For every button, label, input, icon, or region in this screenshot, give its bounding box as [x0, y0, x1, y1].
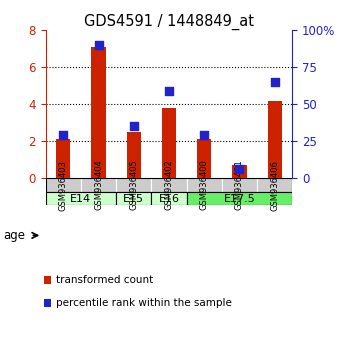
Bar [46, 178, 292, 192]
Bar [116, 178, 151, 192]
Point [131, 124, 137, 129]
Point [201, 132, 207, 138]
Bar [46, 178, 81, 192]
Point [166, 88, 172, 94]
Bar [187, 178, 222, 192]
Point [272, 79, 277, 85]
Text: GSM936400: GSM936400 [200, 160, 209, 211]
Point [237, 167, 242, 172]
Text: transformed count: transformed count [56, 275, 154, 285]
Point [61, 132, 66, 138]
Text: E14: E14 [70, 194, 92, 204]
Text: GSM936401: GSM936401 [235, 160, 244, 211]
Title: GDS4591 / 1448849_at: GDS4591 / 1448849_at [84, 14, 254, 30]
Text: GSM936403: GSM936403 [59, 160, 68, 211]
Bar [268, 102, 282, 178]
Bar [162, 108, 176, 178]
Bar [116, 192, 151, 205]
Text: GSM936406: GSM936406 [270, 160, 279, 211]
Bar [92, 47, 105, 178]
Bar [197, 139, 211, 178]
Text: GSM936404: GSM936404 [94, 160, 103, 211]
Text: GSM936402: GSM936402 [165, 160, 173, 211]
Bar [151, 192, 187, 205]
Bar [56, 139, 70, 178]
Text: age: age [3, 229, 25, 242]
Bar [257, 178, 292, 192]
Bar [81, 178, 116, 192]
Bar [151, 178, 187, 192]
Text: E17.5: E17.5 [224, 194, 256, 204]
Point [96, 42, 101, 48]
Text: E15: E15 [123, 194, 144, 204]
Text: E16: E16 [159, 194, 179, 204]
Bar [127, 132, 141, 178]
Bar [46, 192, 116, 205]
Bar [233, 165, 246, 178]
Bar [187, 192, 292, 205]
Text: GSM936405: GSM936405 [129, 160, 138, 211]
Text: percentile rank within the sample: percentile rank within the sample [56, 298, 232, 308]
Bar [222, 178, 257, 192]
